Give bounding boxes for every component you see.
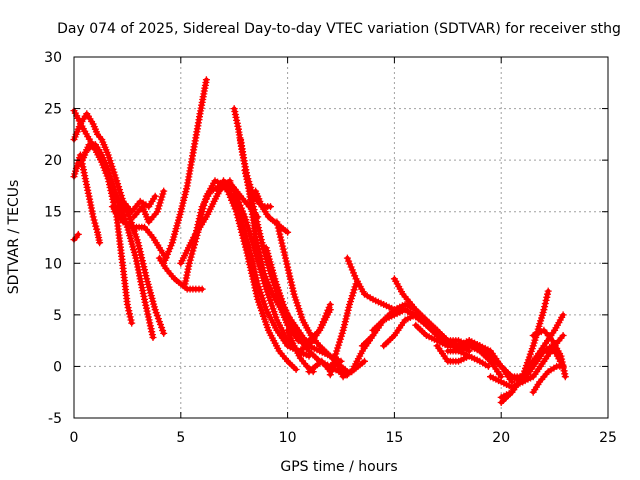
series-arc-41 — [529, 362, 567, 396]
series-markers — [433, 342, 492, 370]
series-arc-01 — [70, 230, 82, 244]
series-arc-16 — [220, 182, 334, 355]
series-arc-11 — [160, 76, 210, 267]
y-tick-label: 20 — [44, 153, 62, 169]
series-arc-30 — [390, 275, 441, 339]
y-axis-label: SDTVAR / TECUs — [6, 180, 22, 295]
x-tick-label: 5 — [176, 430, 185, 446]
y-tick-label: 0 — [53, 359, 62, 375]
series-arc-03 — [70, 110, 168, 337]
x-axis-label: GPS time / hours — [280, 459, 397, 475]
x-tick-label: 0 — [70, 430, 79, 446]
y-tick-label: 30 — [44, 50, 62, 66]
y-tick-label: -5 — [48, 411, 62, 427]
x-tick-label: 20 — [492, 430, 510, 446]
x-tick-label: 15 — [385, 430, 403, 446]
series-group — [70, 76, 569, 406]
series-markers — [108, 203, 170, 262]
series-markers — [497, 311, 567, 406]
series-markers — [529, 362, 567, 396]
chart-title: Day 074 of 2025, Sidereal Day-to-day VTE… — [57, 21, 621, 37]
x-tick-label: 25 — [599, 430, 617, 446]
y-tick-label: 10 — [44, 256, 62, 272]
series-arc-09 — [130, 187, 168, 226]
y-tick-label: 15 — [44, 205, 62, 221]
x-tick-label: 10 — [279, 430, 297, 446]
series-arc-08 — [108, 203, 170, 262]
series-markers — [130, 187, 168, 226]
series-arc-38 — [497, 311, 567, 406]
series-arc-25 — [326, 280, 360, 379]
y-tick-label: 25 — [44, 102, 62, 118]
plot-frame — [73, 56, 609, 419]
series-arc-10 — [155, 254, 206, 293]
y-tick-label: 5 — [53, 308, 62, 324]
series-arc-33 — [433, 342, 492, 370]
series-markers — [326, 280, 360, 379]
series-markers — [220, 182, 334, 355]
series-markers — [79, 141, 131, 216]
series-markers — [160, 76, 210, 267]
series-markers — [390, 275, 441, 339]
axis-ticks: 0 5 10 15 20 25 -5 0 5 10 15 20 25 30 — [44, 50, 617, 446]
series-markers — [70, 230, 82, 244]
